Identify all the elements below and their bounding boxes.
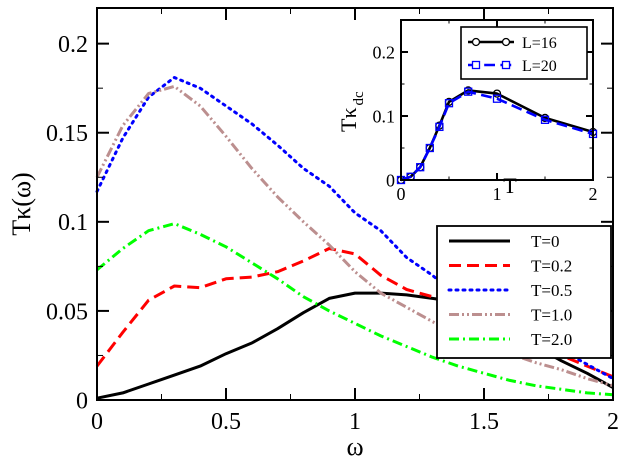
inset-x-tick-label: 2 <box>589 184 598 204</box>
y-tick-label: 0.1 <box>58 210 88 236</box>
inset-x-axis-title: T <box>503 173 517 198</box>
inset-y-axis-title: Tκdc <box>336 91 367 132</box>
inset-legend-label-l-16: L=16 <box>522 35 557 52</box>
inset-x-tick-label: 0 <box>397 184 406 204</box>
inset-legend-marker-l-16 <box>471 37 481 47</box>
inset-legend: L=16 L=20 <box>460 26 588 80</box>
inset-plot: 0 1 2 0 0.1 0.2 T Tκdc L=16 L=20 <box>336 19 598 204</box>
y-tick-label: 0.15 <box>46 121 88 147</box>
legend-label-t-2-0: T=2.0 <box>531 330 572 349</box>
inset-legend-marker-l-20 <box>501 60 511 70</box>
inset-data-point-l-20 <box>435 122 444 132</box>
series-line-t-0-5 <box>95 76 615 381</box>
legend: T=0 T=0.2 T=0.5 T=1.0 T=2.0 <box>436 225 612 359</box>
legend-box <box>436 225 612 359</box>
legend-label-t-1-0: T=1.0 <box>531 306 572 325</box>
y-tick-label: 0 <box>76 388 88 414</box>
x-axis-title: ω <box>346 432 363 460</box>
x-tick-label: 0 <box>91 409 103 435</box>
inset-y-axis-title-subscript: dc <box>351 91 367 106</box>
inset-data-point-l-16 <box>492 89 502 98</box>
inset-data-point-l-20 <box>444 99 454 108</box>
legend-label-t-0-5: T=0.5 <box>531 281 572 300</box>
inset-series-line-l-20 <box>400 90 594 182</box>
y-tick-label: 0.05 <box>46 299 88 325</box>
legend-label-t-0-2: T=0.2 <box>531 257 572 276</box>
main-plot: 0 0.5 1 1.5 200.050.10.150.2ωTκ(ω)T=0T=0.2T=… <box>7 7 619 460</box>
series-line-t-2-0 <box>96 222 614 397</box>
x-tick-label: 1.5 <box>469 409 499 435</box>
inset-data-point-l-20 <box>492 94 502 103</box>
legend-label-t-0: T=0 <box>531 232 559 251</box>
inset-data-point-l-20 <box>464 87 473 96</box>
series-line-t-1-0 <box>95 84 614 388</box>
inset-legend-box <box>460 26 588 80</box>
y-tick-label: 0.2 <box>58 32 88 58</box>
inset-x-tick-label: 1 <box>493 184 502 204</box>
x-tick-label: 1 <box>349 409 361 435</box>
inset-legend-marker-l-20 <box>471 60 481 70</box>
inset-data-point-l-20 <box>540 115 550 124</box>
x-tick-label: 2 <box>607 409 619 435</box>
inset-y-tick-label: 0.1 <box>373 106 396 126</box>
inset-legend-marker-l-16 <box>501 37 511 47</box>
x-tick-label: 0.5 <box>211 409 241 435</box>
inset-data-point-l-20 <box>425 143 434 153</box>
inset-y-tick-label: 0 <box>386 170 395 190</box>
inset-y-tick-label: 0.2 <box>373 42 396 62</box>
inset-y-axis-title-main: Tκ <box>336 107 361 132</box>
inset-data-point-l-20 <box>416 163 425 172</box>
y-axis-title: Tκ(ω) <box>7 172 36 235</box>
inset-legend-label-l-20: L=20 <box>522 58 557 75</box>
